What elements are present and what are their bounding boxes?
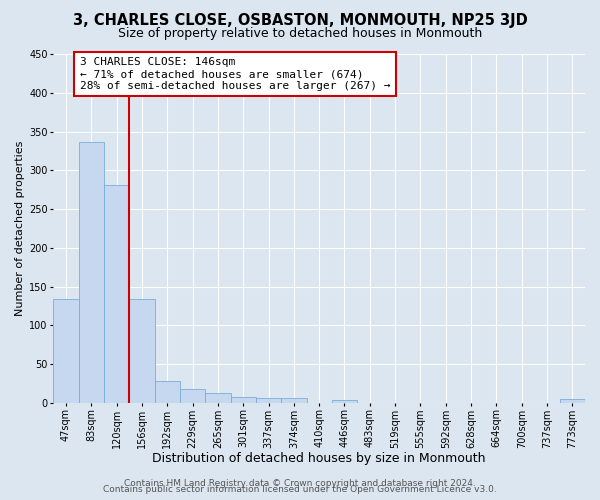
Bar [560,399,585,403]
Bar [104,185,129,403]
Bar [53,299,79,403]
Bar [256,398,281,403]
X-axis label: Distribution of detached houses by size in Monmouth: Distribution of detached houses by size … [152,452,486,465]
Bar [205,392,230,403]
Text: 3, CHARLES CLOSE, OSBASTON, MONMOUTH, NP25 3JD: 3, CHARLES CLOSE, OSBASTON, MONMOUTH, NP… [73,12,527,28]
Y-axis label: Number of detached properties: Number of detached properties [15,140,25,316]
Bar [129,299,155,403]
Bar [155,381,180,403]
Text: Size of property relative to detached houses in Monmouth: Size of property relative to detached ho… [118,28,482,40]
Bar [230,398,256,403]
Bar [281,398,307,403]
Text: 3 CHARLES CLOSE: 146sqm
← 71% of detached houses are smaller (674)
28% of semi-d: 3 CHARLES CLOSE: 146sqm ← 71% of detache… [80,58,391,90]
Text: Contains public sector information licensed under the Open Government Licence v3: Contains public sector information licen… [103,485,497,494]
Bar [180,389,205,403]
Bar [79,142,104,403]
Text: Contains HM Land Registry data © Crown copyright and database right 2024.: Contains HM Land Registry data © Crown c… [124,478,476,488]
Bar [332,400,357,403]
